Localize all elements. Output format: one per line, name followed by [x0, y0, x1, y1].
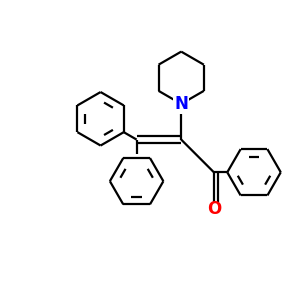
Text: N: N: [174, 95, 188, 113]
Text: O: O: [207, 200, 221, 217]
